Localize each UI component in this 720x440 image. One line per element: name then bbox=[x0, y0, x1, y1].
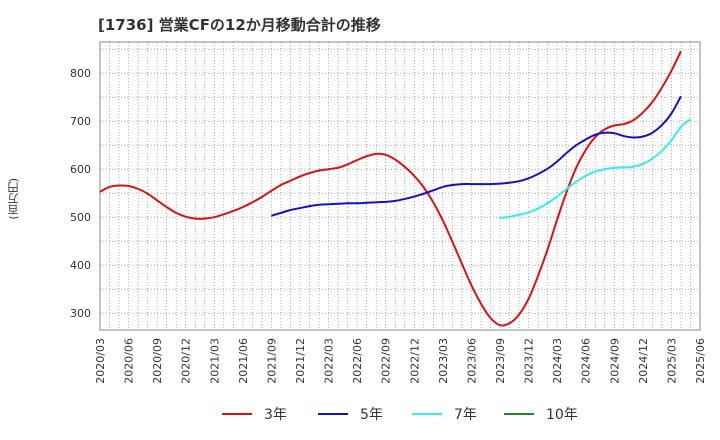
x-tick-label: 2020/09 bbox=[151, 338, 164, 384]
x-tick-label: 2023/09 bbox=[494, 338, 507, 384]
y-tick-label: 400 bbox=[70, 259, 91, 272]
x-tick-label: 2022/12 bbox=[408, 338, 421, 384]
x-tick-label: 2021/12 bbox=[294, 338, 307, 384]
plot-area bbox=[99, 41, 701, 331]
x-tick-label: 2024/12 bbox=[637, 338, 650, 384]
x-tick-label: 2025/03 bbox=[665, 338, 678, 384]
x-tick-label: 2023/03 bbox=[437, 338, 450, 384]
x-tick-label: 2022/09 bbox=[380, 338, 393, 384]
x-tick-label: 2021/06 bbox=[237, 338, 250, 384]
x-tick-label: 2021/03 bbox=[208, 338, 221, 384]
y-tick-label: 600 bbox=[70, 163, 91, 176]
legend-label-4: 10年 bbox=[546, 407, 578, 423]
y-tick-label: 700 bbox=[70, 115, 91, 128]
x-tick-label: 2022/03 bbox=[323, 338, 336, 384]
x-tick-label: 2024/03 bbox=[551, 338, 564, 384]
series-line-1 bbox=[99, 50, 682, 327]
x-tick-label: 2020/03 bbox=[94, 338, 107, 384]
x-tick-label: 2021/09 bbox=[265, 338, 278, 384]
x-tick-label: 2024/06 bbox=[580, 338, 593, 384]
x-tick-label: 2023/06 bbox=[465, 338, 478, 384]
x-tick-label: 2025/06 bbox=[694, 338, 707, 384]
x-tick-label: 2020/06 bbox=[123, 338, 136, 384]
legend-label-2: 5年 bbox=[360, 407, 383, 423]
series-line-3 bbox=[499, 118, 692, 220]
x-tick-label: 2024/09 bbox=[608, 338, 621, 384]
x-tick-label: 2023/12 bbox=[523, 338, 536, 384]
series-line-2 bbox=[271, 95, 682, 217]
legend-label-1: 3年 bbox=[264, 407, 287, 423]
legend-label-3: 7年 bbox=[454, 407, 477, 423]
chart-title: [1736] 営業CFの12か月移動合計の推移 bbox=[98, 16, 381, 34]
y-tick-label: 800 bbox=[70, 67, 91, 80]
y-tick-label: 500 bbox=[70, 211, 91, 224]
x-tick-label: 2020/12 bbox=[180, 338, 193, 384]
y-tick-label: 300 bbox=[70, 307, 91, 320]
x-tick-label: 2022/06 bbox=[351, 338, 364, 384]
